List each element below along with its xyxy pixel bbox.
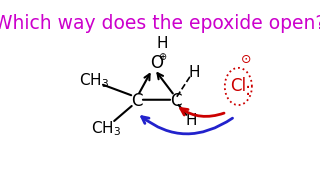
Text: :: :	[244, 81, 251, 99]
Text: H: H	[189, 65, 200, 80]
Text: ⊙: ⊙	[241, 53, 251, 66]
Text: C: C	[171, 92, 182, 110]
Text: Which way does the epoxide open?: Which way does the epoxide open?	[0, 14, 320, 33]
Text: Cl: Cl	[230, 77, 246, 95]
Text: H: H	[156, 36, 168, 51]
Text: H: H	[186, 113, 197, 128]
Text: O: O	[150, 53, 164, 71]
Text: CH$_3$: CH$_3$	[79, 72, 109, 91]
Text: CH$_3$: CH$_3$	[91, 120, 121, 138]
FancyArrowPatch shape	[181, 109, 224, 116]
FancyArrowPatch shape	[142, 117, 233, 134]
Text: ⊕: ⊕	[158, 52, 166, 62]
Text: C: C	[131, 92, 142, 110]
